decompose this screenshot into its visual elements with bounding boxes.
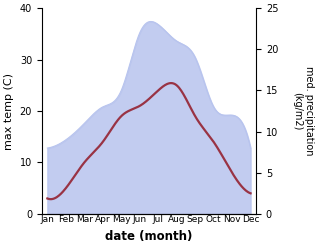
Y-axis label: max temp (C): max temp (C): [4, 73, 14, 149]
Y-axis label: med. precipitation
(kg/m2): med. precipitation (kg/m2): [292, 66, 314, 156]
X-axis label: date (month): date (month): [105, 230, 193, 243]
